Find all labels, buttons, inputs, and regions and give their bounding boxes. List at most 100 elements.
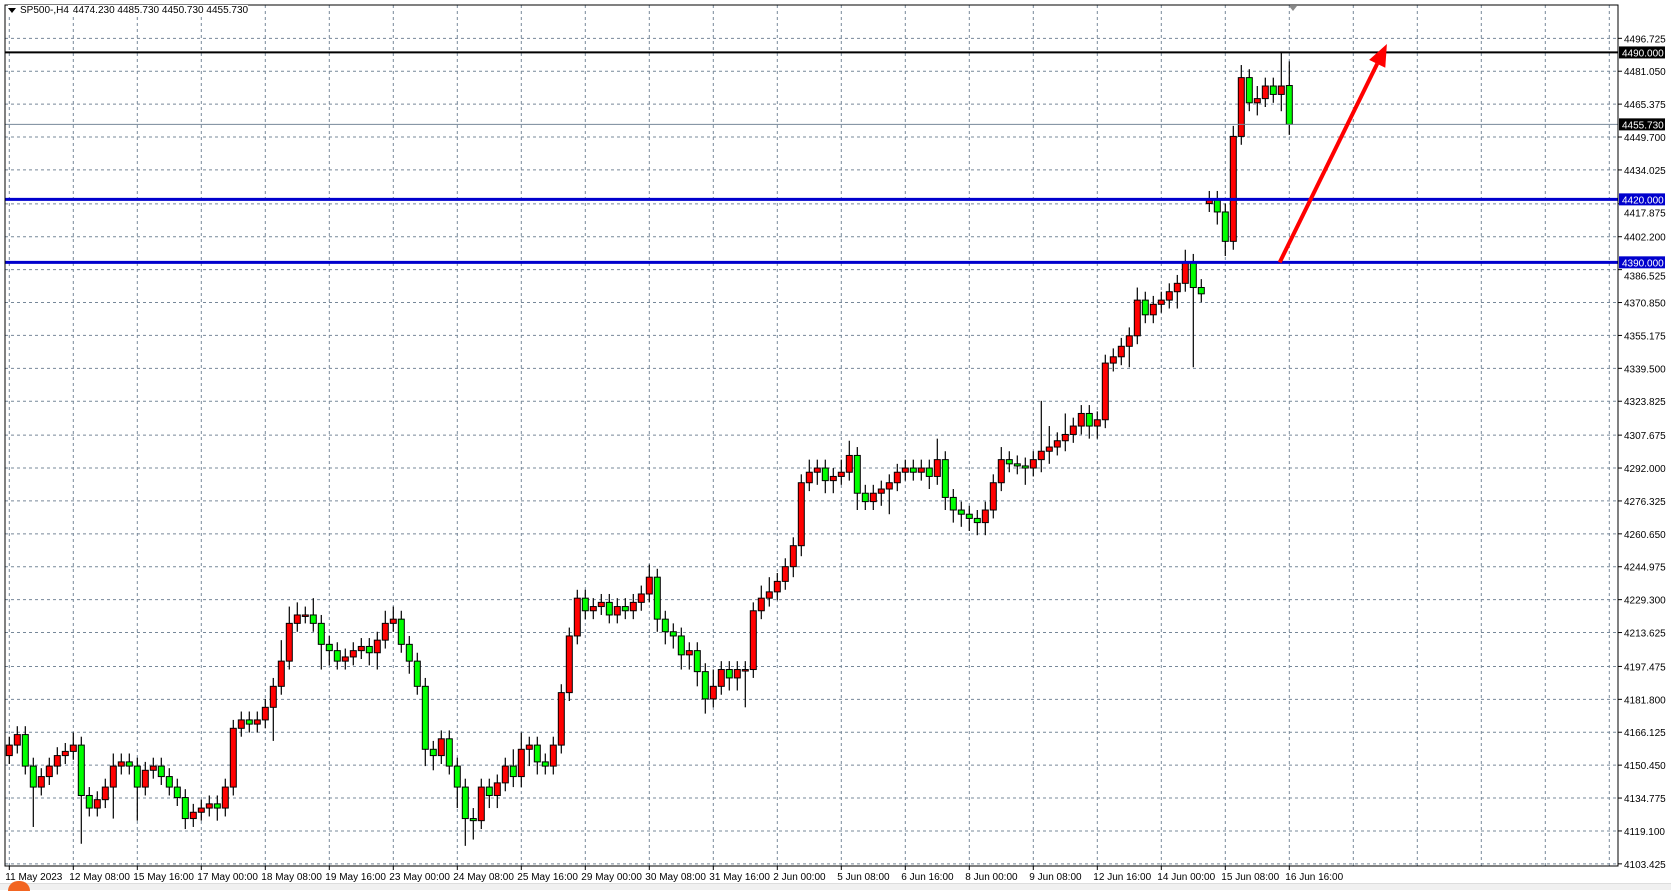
candle-body <box>589 606 597 612</box>
candle-body <box>405 643 413 662</box>
y-tick-label: 4197.475 <box>1624 662 1666 673</box>
bear-candle <box>677 627 685 670</box>
candle-body <box>845 454 853 473</box>
bull-candle <box>813 459 821 485</box>
candle-body <box>1133 299 1141 337</box>
y-tick-label: 4481.050 <box>1624 67 1666 78</box>
candle-body <box>661 618 669 633</box>
level-price-label: 4390.000 <box>1622 258 1664 269</box>
bull-candle <box>845 440 853 481</box>
y-tick-label: 4323.825 <box>1624 397 1666 408</box>
candle-body <box>1029 459 1037 469</box>
candle-body <box>1125 335 1133 347</box>
y-tick-label: 4119.100 <box>1624 827 1665 838</box>
bull-candle <box>37 768 45 796</box>
bull-candle <box>389 606 397 632</box>
bull-candle <box>989 474 997 519</box>
candle-body <box>93 799 101 809</box>
candle-body <box>1109 356 1117 364</box>
x-tick-label: 11 May 2023 <box>5 872 63 883</box>
candle-body <box>1197 287 1205 295</box>
candle-body <box>557 692 565 746</box>
candle-body <box>229 727 237 788</box>
candle-body <box>1013 463 1021 467</box>
bull-candle <box>877 480 885 506</box>
candle-body <box>429 748 437 757</box>
bull-candle <box>1173 274 1181 309</box>
candle-body <box>1285 85 1293 125</box>
candle-body <box>45 765 53 778</box>
bull-candle <box>1109 348 1117 372</box>
candle-body <box>1269 85 1277 95</box>
app-tab-icon[interactable] <box>8 881 30 891</box>
plot-border <box>4 4 1619 867</box>
bull-candle <box>373 631 381 670</box>
candle-body <box>125 761 133 767</box>
x-tick-label: 25 May 16:00 <box>517 872 578 883</box>
price-label-box <box>1619 46 1665 59</box>
bear-candle <box>581 589 589 620</box>
candle-body <box>821 467 829 482</box>
bear-candle <box>973 510 981 536</box>
candle-body <box>29 765 37 788</box>
bull-candle <box>1101 354 1109 429</box>
candle-body <box>797 482 805 547</box>
bear-candle <box>213 795 221 821</box>
bull-candle <box>837 459 845 485</box>
bull-candle <box>5 736 13 764</box>
symbol-label: SP500-,H4 <box>20 5 69 16</box>
bull-candle <box>1237 65 1245 145</box>
bull-candle <box>629 593 637 620</box>
candle-body <box>69 744 77 752</box>
candle-body <box>869 492 877 503</box>
candle-body <box>709 685 717 700</box>
candle-body <box>1261 85 1269 100</box>
bear-candle <box>533 736 541 775</box>
bear-candle <box>1013 455 1021 475</box>
trend-arrow-line[interactable] <box>1277 62 1379 264</box>
bull-candle <box>189 803 197 827</box>
triangle-down-icon[interactable] <box>8 8 16 13</box>
y-tick-label: 4434.025 <box>1624 166 1666 177</box>
candle-body <box>13 734 21 746</box>
candle-body <box>677 635 685 656</box>
bull-candle <box>773 572 781 601</box>
bull-candle <box>341 648 349 670</box>
candle-body <box>757 597 765 612</box>
candle-body <box>181 797 189 820</box>
bull-candle <box>1133 287 1141 345</box>
candle-body <box>1093 419 1101 427</box>
bear-candle <box>413 652 421 695</box>
bear-candle <box>1005 451 1013 473</box>
candle-body <box>341 656 349 662</box>
x-tick-label: 9 Jun 08:00 <box>1029 872 1082 883</box>
bull-candle <box>757 585 765 620</box>
candle-body <box>269 685 277 708</box>
bear-candle <box>1245 69 1253 112</box>
bear-candle <box>965 505 973 532</box>
bear-candle <box>661 610 669 645</box>
candle-body <box>965 513 973 519</box>
bull-candle <box>221 778 229 817</box>
bear-candle <box>85 787 93 817</box>
bear-candle <box>333 642 341 670</box>
candle-body <box>21 734 29 767</box>
bull-candle <box>1117 337 1125 366</box>
bull-candle <box>717 661 725 695</box>
candle-body <box>565 635 573 694</box>
candle-body <box>637 593 645 603</box>
candle-body <box>1061 433 1069 442</box>
bear-candle <box>621 598 629 620</box>
bear-candle <box>445 730 453 775</box>
bull-candle <box>117 753 125 775</box>
bear-candle <box>1141 291 1149 324</box>
candle-body <box>605 601 613 616</box>
bull-candle <box>901 459 909 481</box>
bear-candle <box>245 711 253 733</box>
bear-candle <box>453 757 461 809</box>
candle-body <box>573 597 581 637</box>
candle-body <box>373 639 381 654</box>
bear-candle <box>405 635 413 674</box>
candle-body <box>837 471 845 477</box>
